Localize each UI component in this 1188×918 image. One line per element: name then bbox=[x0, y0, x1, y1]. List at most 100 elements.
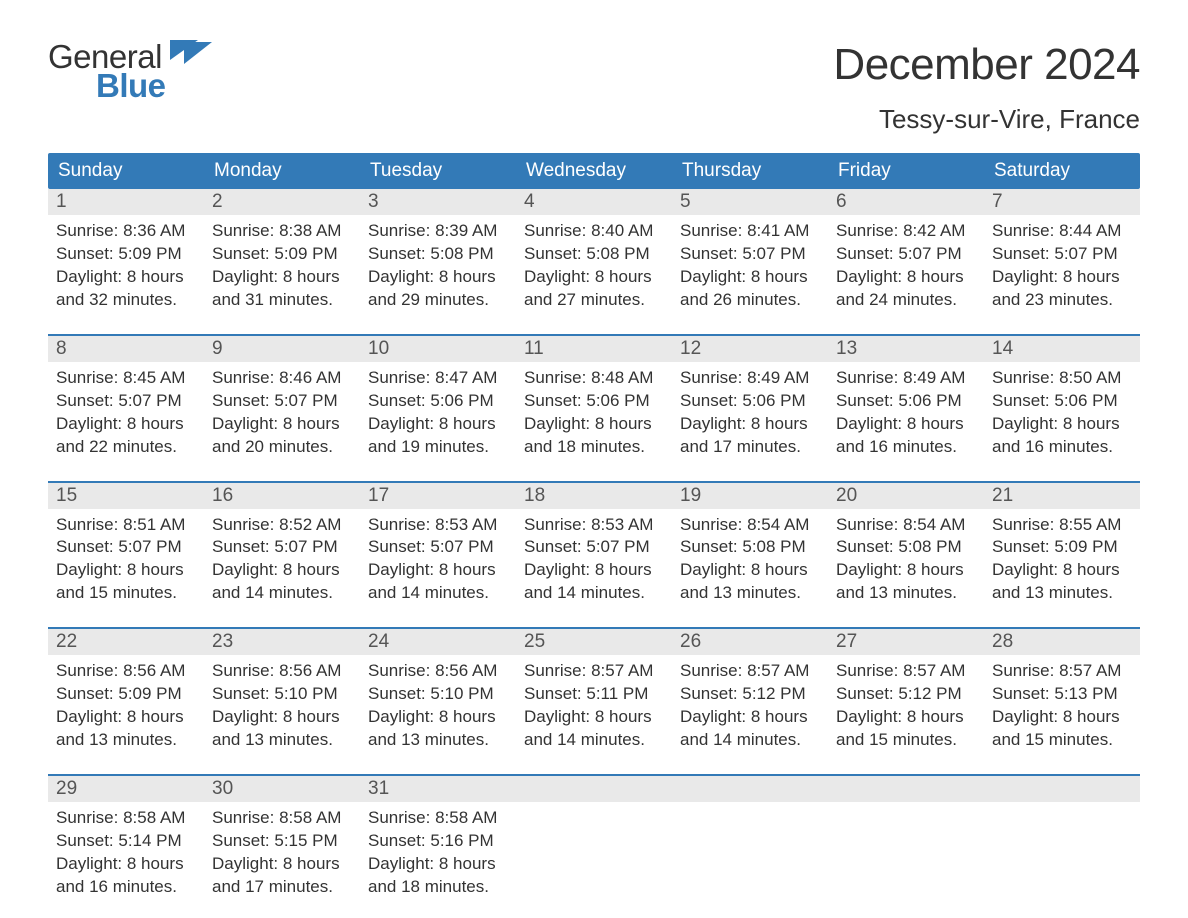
day-cell: Sunrise: 8:52 AMSunset: 5:07 PMDaylight:… bbox=[204, 509, 360, 612]
sunset-text: Sunset: 5:07 PM bbox=[524, 536, 664, 559]
day-cell: Sunrise: 8:51 AMSunset: 5:07 PMDaylight:… bbox=[48, 509, 204, 612]
sunrise-text: Sunrise: 8:57 AM bbox=[524, 660, 664, 683]
day-number: 2 bbox=[204, 189, 360, 215]
day-number-row: 891011121314 bbox=[48, 336, 1140, 362]
month-title: December 2024 bbox=[833, 40, 1140, 90]
daylight-text-1: Daylight: 8 hours bbox=[368, 559, 508, 582]
sunrise-text: Sunrise: 8:58 AM bbox=[56, 807, 196, 830]
daylight-text-2: and 16 minutes. bbox=[992, 436, 1132, 459]
day-cell: Sunrise: 8:46 AMSunset: 5:07 PMDaylight:… bbox=[204, 362, 360, 465]
sunset-text: Sunset: 5:10 PM bbox=[368, 683, 508, 706]
sunrise-text: Sunrise: 8:58 AM bbox=[368, 807, 508, 830]
sunset-text: Sunset: 5:09 PM bbox=[212, 243, 352, 266]
day-cell: Sunrise: 8:55 AMSunset: 5:09 PMDaylight:… bbox=[984, 509, 1140, 612]
daylight-text-2: and 14 minutes. bbox=[680, 729, 820, 752]
daylight-text-2: and 27 minutes. bbox=[524, 289, 664, 312]
day-number: 11 bbox=[516, 336, 672, 362]
sunset-text: Sunset: 5:08 PM bbox=[524, 243, 664, 266]
day-cell: Sunrise: 8:49 AMSunset: 5:06 PMDaylight:… bbox=[828, 362, 984, 465]
day-cell: Sunrise: 8:41 AMSunset: 5:07 PMDaylight:… bbox=[672, 215, 828, 318]
daylight-text-1: Daylight: 8 hours bbox=[992, 266, 1132, 289]
daylight-text-1: Daylight: 8 hours bbox=[56, 413, 196, 436]
daylight-text-1: Daylight: 8 hours bbox=[212, 853, 352, 876]
day-cell: Sunrise: 8:53 AMSunset: 5:07 PMDaylight:… bbox=[360, 509, 516, 612]
day-number-row: 1234567 bbox=[48, 189, 1140, 215]
day-number: 10 bbox=[360, 336, 516, 362]
daylight-text-1: Daylight: 8 hours bbox=[680, 266, 820, 289]
daylight-text-1: Daylight: 8 hours bbox=[212, 706, 352, 729]
daylight-text-2: and 18 minutes. bbox=[368, 876, 508, 899]
daylight-text-2: and 29 minutes. bbox=[368, 289, 508, 312]
day-number: 18 bbox=[516, 483, 672, 509]
weekday-header: Sunday bbox=[48, 153, 204, 189]
daylight-text-1: Daylight: 8 hours bbox=[524, 559, 664, 582]
sunrise-text: Sunrise: 8:54 AM bbox=[680, 514, 820, 537]
sunrise-text: Sunrise: 8:57 AM bbox=[992, 660, 1132, 683]
daylight-text-1: Daylight: 8 hours bbox=[56, 559, 196, 582]
sunrise-text: Sunrise: 8:50 AM bbox=[992, 367, 1132, 390]
day-cell: Sunrise: 8:57 AMSunset: 5:11 PMDaylight:… bbox=[516, 655, 672, 758]
sunset-text: Sunset: 5:07 PM bbox=[212, 536, 352, 559]
day-body-row: Sunrise: 8:56 AMSunset: 5:09 PMDaylight:… bbox=[48, 655, 1140, 758]
sunset-text: Sunset: 5:06 PM bbox=[836, 390, 976, 413]
daylight-text-1: Daylight: 8 hours bbox=[524, 413, 664, 436]
weekday-header: Tuesday bbox=[360, 153, 516, 189]
title-block: December 2024 Tessy-sur-Vire, France bbox=[833, 40, 1140, 135]
daylight-text-2: and 26 minutes. bbox=[680, 289, 820, 312]
sunset-text: Sunset: 5:12 PM bbox=[836, 683, 976, 706]
daylight-text-2: and 31 minutes. bbox=[212, 289, 352, 312]
day-number: 19 bbox=[672, 483, 828, 509]
daylight-text-2: and 13 minutes. bbox=[368, 729, 508, 752]
calendar-week: 1234567Sunrise: 8:36 AMSunset: 5:09 PMDa… bbox=[48, 189, 1140, 318]
day-cell: Sunrise: 8:54 AMSunset: 5:08 PMDaylight:… bbox=[672, 509, 828, 612]
daylight-text-2: and 13 minutes. bbox=[680, 582, 820, 605]
daylight-text-1: Daylight: 8 hours bbox=[212, 413, 352, 436]
daylight-text-2: and 23 minutes. bbox=[992, 289, 1132, 312]
daylight-text-2: and 32 minutes. bbox=[56, 289, 196, 312]
location: Tessy-sur-Vire, France bbox=[833, 104, 1140, 135]
logo-line2: Blue bbox=[96, 67, 166, 105]
calendar: Sunday Monday Tuesday Wednesday Thursday… bbox=[48, 153, 1140, 905]
daylight-text-1: Daylight: 8 hours bbox=[992, 559, 1132, 582]
daylight-text-1: Daylight: 8 hours bbox=[368, 706, 508, 729]
day-number bbox=[672, 776, 828, 802]
day-number bbox=[828, 776, 984, 802]
daylight-text-2: and 14 minutes. bbox=[524, 729, 664, 752]
day-number: 25 bbox=[516, 629, 672, 655]
daylight-text-1: Daylight: 8 hours bbox=[680, 413, 820, 436]
day-number: 31 bbox=[360, 776, 516, 802]
sunrise-text: Sunrise: 8:53 AM bbox=[368, 514, 508, 537]
sunrise-text: Sunrise: 8:51 AM bbox=[56, 514, 196, 537]
day-cell: Sunrise: 8:44 AMSunset: 5:07 PMDaylight:… bbox=[984, 215, 1140, 318]
day-cell: Sunrise: 8:53 AMSunset: 5:07 PMDaylight:… bbox=[516, 509, 672, 612]
sunrise-text: Sunrise: 8:40 AM bbox=[524, 220, 664, 243]
daylight-text-1: Daylight: 8 hours bbox=[524, 706, 664, 729]
day-cell: Sunrise: 8:58 AMSunset: 5:16 PMDaylight:… bbox=[360, 802, 516, 905]
day-cell: Sunrise: 8:39 AMSunset: 5:08 PMDaylight:… bbox=[360, 215, 516, 318]
sunrise-text: Sunrise: 8:57 AM bbox=[836, 660, 976, 683]
day-cell: Sunrise: 8:49 AMSunset: 5:06 PMDaylight:… bbox=[672, 362, 828, 465]
day-number: 28 bbox=[984, 629, 1140, 655]
daylight-text-1: Daylight: 8 hours bbox=[680, 706, 820, 729]
sunrise-text: Sunrise: 8:47 AM bbox=[368, 367, 508, 390]
day-body-row: Sunrise: 8:51 AMSunset: 5:07 PMDaylight:… bbox=[48, 509, 1140, 612]
day-number: 17 bbox=[360, 483, 516, 509]
calendar-week: 293031Sunrise: 8:58 AMSunset: 5:14 PMDay… bbox=[48, 774, 1140, 905]
day-cell: Sunrise: 8:40 AMSunset: 5:08 PMDaylight:… bbox=[516, 215, 672, 318]
sunrise-text: Sunrise: 8:38 AM bbox=[212, 220, 352, 243]
logo: General Blue bbox=[48, 40, 212, 105]
sunset-text: Sunset: 5:07 PM bbox=[56, 390, 196, 413]
daylight-text-2: and 15 minutes. bbox=[836, 729, 976, 752]
daylight-text-1: Daylight: 8 hours bbox=[212, 559, 352, 582]
sunrise-text: Sunrise: 8:39 AM bbox=[368, 220, 508, 243]
daylight-text-2: and 16 minutes. bbox=[56, 876, 196, 899]
sunset-text: Sunset: 5:06 PM bbox=[680, 390, 820, 413]
day-number: 29 bbox=[48, 776, 204, 802]
sunrise-text: Sunrise: 8:52 AM bbox=[212, 514, 352, 537]
sunset-text: Sunset: 5:14 PM bbox=[56, 830, 196, 853]
day-cell: Sunrise: 8:42 AMSunset: 5:07 PMDaylight:… bbox=[828, 215, 984, 318]
daylight-text-1: Daylight: 8 hours bbox=[524, 266, 664, 289]
daylight-text-2: and 17 minutes. bbox=[680, 436, 820, 459]
daylight-text-1: Daylight: 8 hours bbox=[680, 559, 820, 582]
sunset-text: Sunset: 5:07 PM bbox=[368, 536, 508, 559]
